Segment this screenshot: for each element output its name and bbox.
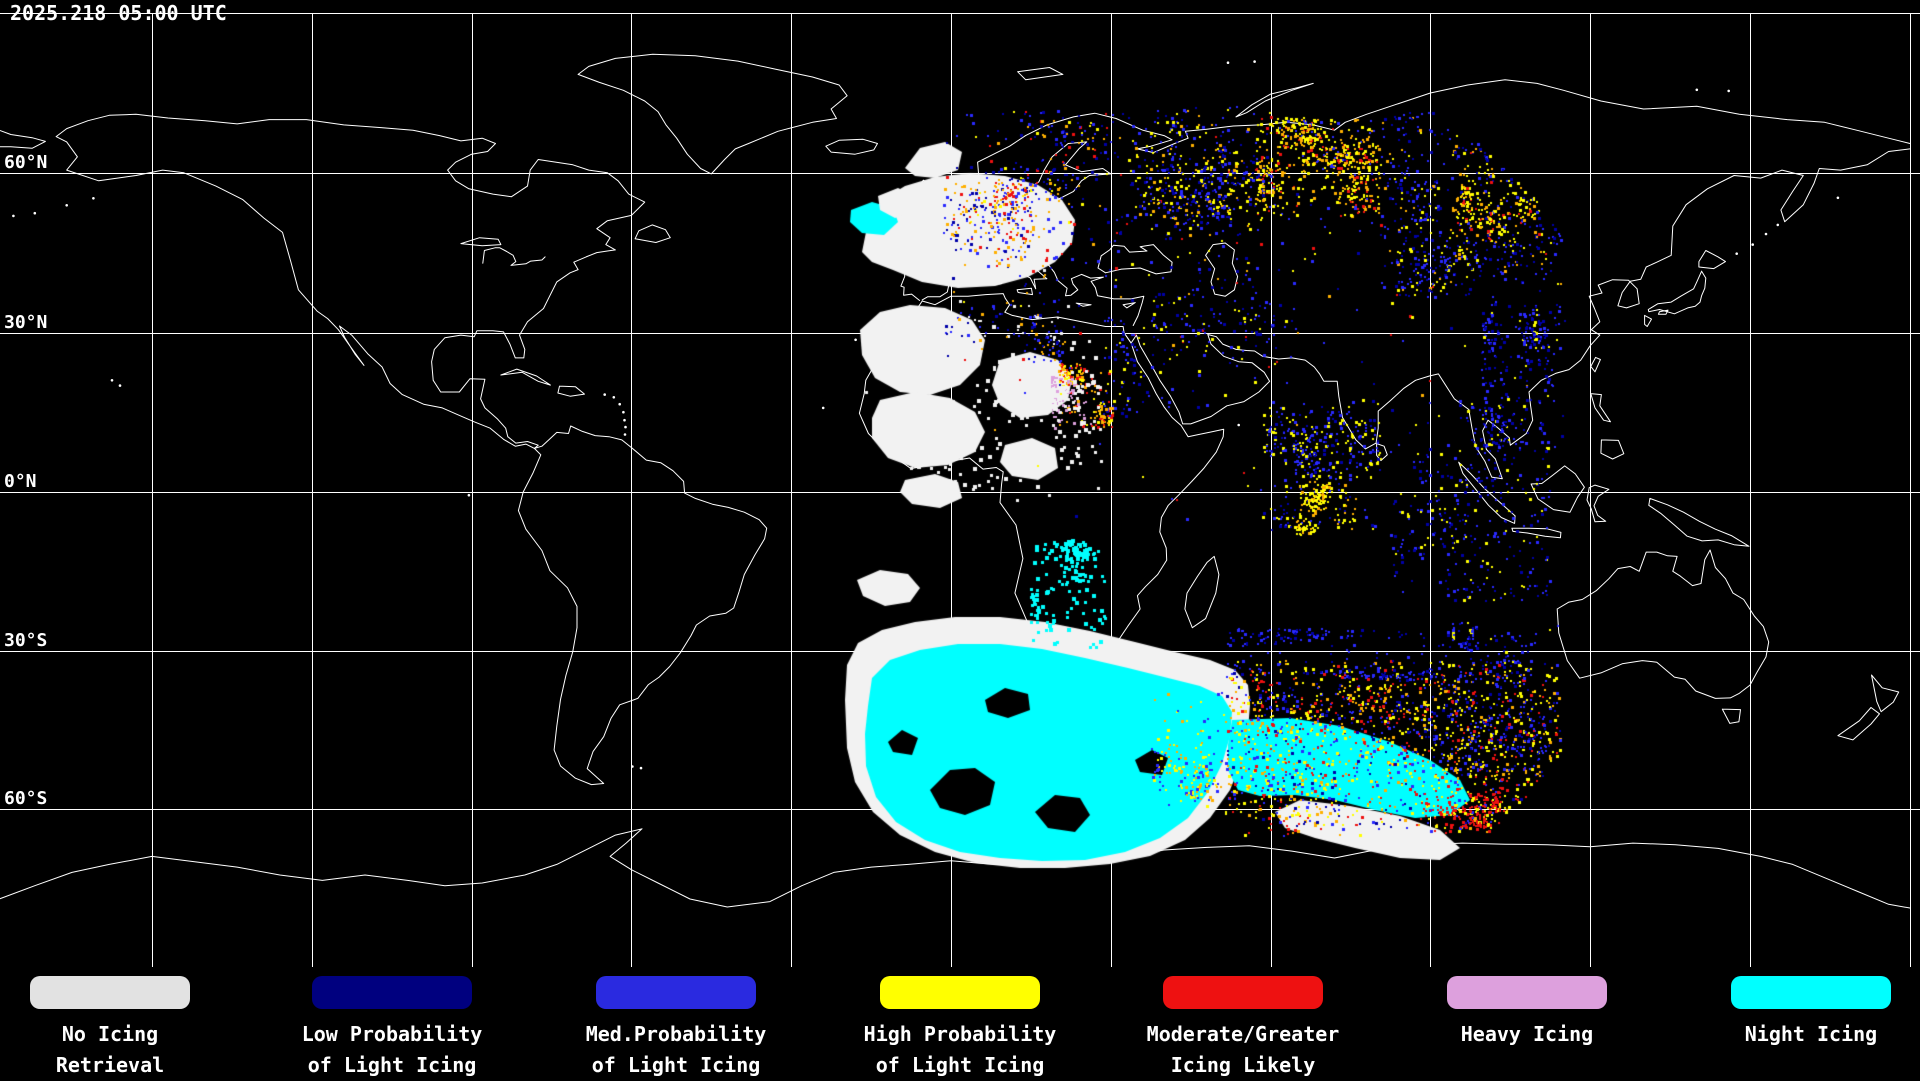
legend-swatch <box>30 976 190 1009</box>
legend-item-med-prob: Med.Probability of Light Icing <box>566 968 786 1081</box>
legend-swatch <box>1447 976 1607 1009</box>
lat-label-0n: 0°N <box>4 471 37 492</box>
legend-label: High Probability <box>863 1022 1057 1046</box>
legend-label: Retrieval <box>55 1053 165 1077</box>
legend-label: of Light Icing <box>307 1053 477 1077</box>
world-map: 2025.218 05:00 UTC 60°N 30°N 0°N 30°S 60… <box>0 0 1920 968</box>
legend-item-heavy: Heavy Icing <box>1417 968 1637 1081</box>
legend-swatch <box>880 976 1040 1009</box>
legend-item-no-icing: No Icing Retrieval <box>0 968 220 1081</box>
lat-label-60s: 60°S <box>4 788 48 809</box>
timestamp: 2025.218 05:00 UTC <box>10 1 227 25</box>
legend-item-night: Night Icing <box>1701 968 1920 1081</box>
legend-item-high-prob: High Probability of Light Icing <box>850 968 1070 1081</box>
legend-label <box>1701 1050 1920 1081</box>
legend-swatch <box>596 976 756 1009</box>
legend-label: Moderate/Greater <box>1146 1022 1340 1046</box>
legend-swatch <box>312 976 472 1009</box>
legend-label: Heavy Icing <box>1460 1022 1594 1046</box>
legend-item-low-prob: Low Probability of Light Icing <box>282 968 502 1081</box>
legend-label: Night Icing <box>1744 1022 1878 1046</box>
icing-data-overlay <box>0 0 1920 968</box>
legend-swatch <box>1163 976 1323 1009</box>
lat-label-30s: 30°S <box>4 630 48 651</box>
legend-label <box>1417 1050 1637 1081</box>
legend-swatch <box>1731 976 1891 1009</box>
legend-label: Icing Likely <box>1170 1053 1316 1077</box>
legend: No Icing Retrieval Low Probability of Li… <box>0 968 1920 1080</box>
legend-label: Low Probability <box>301 1022 483 1046</box>
legend-label: of Light Icing <box>591 1053 761 1077</box>
legend-label: No Icing <box>61 1022 159 1046</box>
legend-label: of Light Icing <box>875 1053 1045 1077</box>
legend-label: Med.Probability <box>585 1022 767 1046</box>
legend-item-moderate: Moderate/Greater Icing Likely <box>1133 968 1353 1081</box>
lat-label-30n: 30°N <box>4 312 48 333</box>
lat-label-60n: 60°N <box>4 152 48 173</box>
